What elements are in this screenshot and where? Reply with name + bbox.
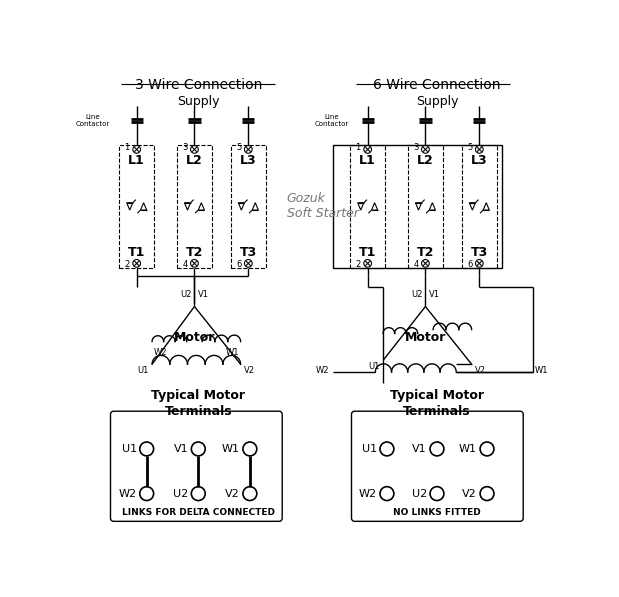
Bar [350, 145, 386, 268]
Text: U1: U1 [369, 362, 380, 371]
Text: V1: V1 [197, 290, 209, 298]
Text: Motor: Motor [174, 331, 215, 344]
Circle shape [422, 146, 429, 153]
Circle shape [140, 487, 154, 500]
Text: 6: 6 [467, 260, 472, 269]
Text: W1: W1 [459, 444, 477, 454]
Circle shape [422, 260, 429, 267]
Text: Typical Motor
Terminals: Typical Motor Terminals [151, 389, 245, 418]
Text: Supply: Supply [177, 95, 220, 107]
Text: Typical Motor
Terminals: Typical Motor Terminals [390, 389, 484, 418]
Text: U1: U1 [361, 444, 377, 454]
Circle shape [430, 487, 444, 500]
Circle shape [191, 260, 198, 267]
Text: 3: 3 [182, 143, 188, 152]
Text: L2: L2 [417, 153, 434, 167]
Text: 6 Wire Connection: 6 Wire Connection [373, 78, 501, 92]
Text: L3: L3 [471, 153, 488, 167]
Text: Gozuk
Soft Starter: Gozuk Soft Starter [287, 192, 359, 220]
Bar [333, 145, 503, 268]
Text: T2: T2 [186, 246, 203, 259]
Text: U2: U2 [412, 488, 427, 498]
Text: W1: W1 [225, 347, 239, 356]
Text: V2: V2 [475, 366, 486, 375]
Circle shape [380, 442, 394, 456]
Text: U1: U1 [121, 444, 137, 454]
Circle shape [364, 260, 371, 267]
Text: U2: U2 [173, 488, 188, 498]
Text: 2: 2 [355, 260, 361, 269]
Text: W1: W1 [222, 444, 240, 454]
Circle shape [245, 260, 252, 267]
Text: 1: 1 [124, 143, 130, 152]
Text: 4: 4 [182, 260, 188, 269]
Text: V1: V1 [428, 290, 439, 298]
Text: U2: U2 [180, 290, 191, 298]
Circle shape [243, 442, 257, 456]
Text: V1: V1 [174, 444, 188, 454]
Text: L3: L3 [240, 153, 257, 167]
Text: V2: V2 [225, 488, 240, 498]
Circle shape [430, 442, 444, 456]
Text: NO LINKS FITTED: NO LINKS FITTED [393, 509, 481, 518]
Text: Line
Contactor: Line Contactor [314, 113, 348, 127]
Text: T3: T3 [240, 246, 257, 259]
Text: 4: 4 [413, 260, 418, 269]
Circle shape [364, 146, 371, 153]
Text: 6: 6 [236, 260, 241, 269]
Text: Supply: Supply [416, 95, 458, 107]
Text: W2: W2 [119, 488, 137, 498]
Text: 1: 1 [355, 143, 361, 152]
Circle shape [191, 487, 206, 500]
Text: V1: V1 [412, 444, 427, 454]
Text: T1: T1 [359, 246, 376, 259]
Text: 2: 2 [124, 260, 130, 269]
Text: U2: U2 [411, 290, 422, 298]
FancyBboxPatch shape [352, 411, 523, 521]
Text: T1: T1 [128, 246, 145, 259]
Text: 5: 5 [467, 143, 472, 152]
Text: W2: W2 [359, 488, 377, 498]
Text: Motor: Motor [405, 331, 446, 344]
Circle shape [133, 260, 141, 267]
Text: W2: W2 [154, 347, 167, 356]
Circle shape [475, 146, 483, 153]
Text: 3 Wire Connection: 3 Wire Connection [134, 78, 262, 92]
Bar [176, 145, 212, 268]
Bar [462, 145, 497, 268]
Circle shape [140, 442, 154, 456]
Text: LINKS FOR DELTA CONNECTED: LINKS FOR DELTA CONNECTED [122, 509, 275, 518]
Circle shape [480, 442, 494, 456]
Text: V2: V2 [462, 488, 477, 498]
Bar [408, 145, 443, 268]
Circle shape [191, 442, 206, 456]
Text: T2: T2 [417, 246, 434, 259]
Text: L1: L1 [128, 153, 145, 167]
Text: Line
Contactor: Line Contactor [76, 113, 110, 127]
Text: V2: V2 [244, 366, 254, 375]
Circle shape [475, 260, 483, 267]
Circle shape [191, 146, 198, 153]
Text: W1: W1 [535, 366, 548, 375]
Bar [231, 145, 266, 268]
Text: L1: L1 [359, 153, 376, 167]
Text: W2: W2 [316, 366, 329, 375]
Circle shape [133, 146, 141, 153]
Circle shape [480, 487, 494, 500]
Bar [119, 145, 154, 268]
Text: T3: T3 [470, 246, 488, 259]
Text: 5: 5 [236, 143, 241, 152]
Circle shape [245, 146, 252, 153]
Circle shape [243, 487, 257, 500]
Text: 3: 3 [413, 143, 418, 152]
Circle shape [380, 487, 394, 500]
FancyBboxPatch shape [111, 411, 282, 521]
Text: U1: U1 [137, 366, 149, 375]
Text: L2: L2 [186, 153, 203, 167]
